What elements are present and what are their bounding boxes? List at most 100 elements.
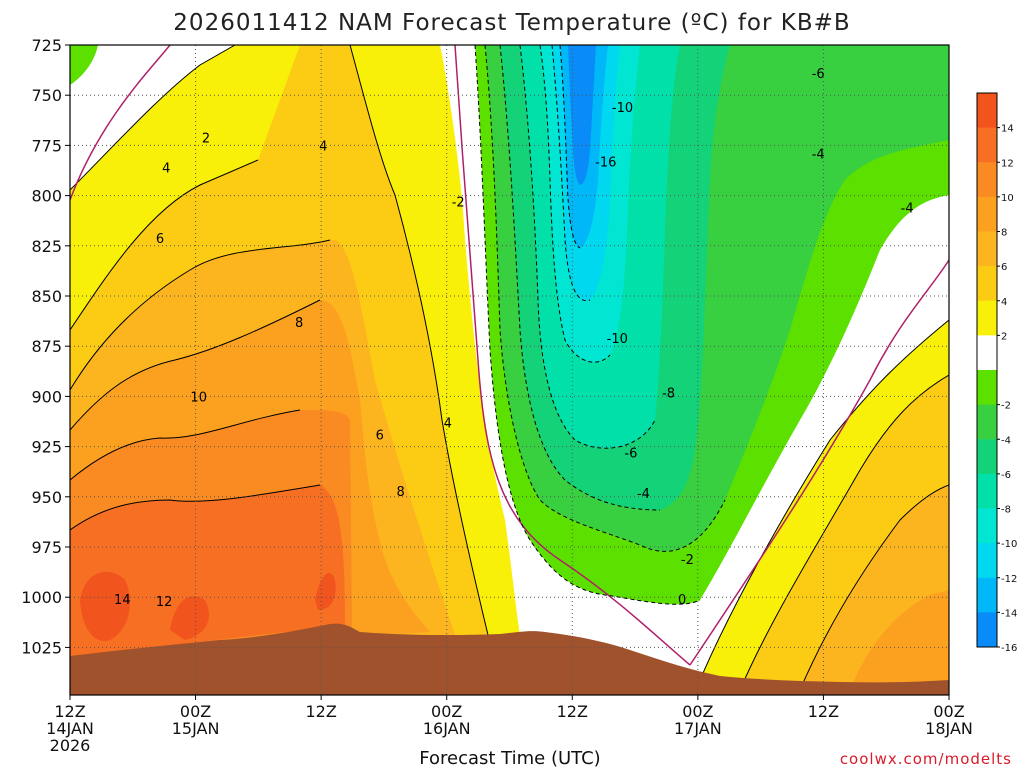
colorbar-label: 6 [1001, 262, 1007, 273]
x-tick-label: 12Z [557, 702, 588, 721]
contour-label: 8 [397, 485, 405, 500]
colorbar: 14 12 10 8 6 4 2 -2 -4 -6 -8 -10 -12 -14 -16 [976, 92, 1017, 654]
contour-label: 4 [162, 161, 170, 176]
colorbar-swatch [977, 508, 997, 544]
x-tick-label: 14JAN [46, 719, 94, 738]
contour-label: -8 [662, 386, 675, 401]
colorbar-swatch [977, 473, 997, 509]
y-tick-label: 950 [31, 488, 62, 507]
colorbar-label: -12 [1001, 574, 1017, 585]
y-tick-label: 725 [31, 36, 62, 55]
contour-label: 0 [678, 593, 686, 608]
x-tick-label: 00Z [933, 702, 964, 721]
contour-label: 6 [376, 429, 384, 444]
band-below-neg16 [568, 45, 596, 185]
colorbar-label: 8 [1001, 228, 1007, 239]
colorbar-swatch [977, 162, 997, 198]
colorbar-swatch [977, 196, 997, 232]
x-tick-label: 16JAN [423, 719, 471, 738]
colorbar-swatch [977, 335, 997, 371]
y-tick-label: 1025 [21, 638, 62, 657]
contour-label: 8 [295, 316, 303, 331]
y-tick-label: 1000 [21, 588, 62, 607]
credit-text[interactable]: coolwx.com/modelts [840, 750, 1012, 768]
colorbar-label: -14 [1001, 608, 1017, 619]
colorbar-label: 2 [1001, 331, 1007, 342]
contour-label: -6 [624, 447, 637, 462]
x-tick-label: 2026 [50, 736, 91, 755]
plot-field [70, 45, 949, 695]
y-tick-label: 975 [31, 538, 62, 557]
colorbar-label: -10 [1001, 539, 1017, 550]
colorbar-swatch [977, 370, 997, 406]
contour-label: 14 [114, 593, 131, 608]
colorbar-swatch [977, 404, 997, 440]
y-axis: 725 750 775 800 825 850 875 900 925 950 975 1000 102… [21, 36, 70, 657]
y-tick-label: 925 [31, 438, 62, 457]
colorbar-frame [976, 92, 998, 648]
contour-label: -4 [637, 487, 650, 502]
y-tick-label: 825 [31, 237, 62, 256]
band-above-14 [80, 571, 336, 641]
contour-label: 6 [156, 232, 164, 247]
y-tick-label: 875 [31, 337, 62, 356]
colorbar-label: -16 [1001, 643, 1017, 654]
warm-contours [70, 45, 949, 691]
contour-label: -10 [612, 101, 633, 116]
terrain-ground [70, 623, 949, 695]
band-above-12 [70, 485, 345, 657]
colorbar-label: -8 [1001, 505, 1011, 516]
contour-label: -16 [595, 155, 616, 170]
colorbar-swatch [977, 231, 997, 267]
contour-label: 2 [202, 131, 210, 146]
colorbar-label: -6 [1001, 470, 1011, 481]
cold-contours [474, 45, 726, 605]
colorbar-swatch [977, 439, 997, 475]
x-tick-label: 00Z [431, 702, 462, 721]
x-tick-label: 12Z [808, 702, 839, 721]
colorbar-swatch [977, 612, 997, 648]
band-late-above-8 [850, 590, 949, 690]
y-tick-label: 750 [31, 86, 62, 105]
y-tick-label: 900 [31, 387, 62, 406]
colorbar-swatch [977, 300, 997, 336]
colorbar-swatch [977, 266, 997, 302]
y-tick-label: 850 [31, 287, 62, 306]
x-tick-label: 18JAN [925, 719, 973, 738]
contour-label: 4 [444, 417, 452, 432]
colorbar-swatch [977, 93, 997, 129]
contour-label: 12 [156, 595, 173, 610]
x-axis-title: Forecast Time (UTC) [419, 748, 600, 768]
contour-label: 4 [319, 139, 327, 154]
colorbar-swatch [977, 543, 997, 579]
x-tick-label: 15JAN [172, 719, 220, 738]
x-tick-label: 00Z [180, 702, 211, 721]
chart-title: 2026011412 NAM Forecast Temperature (ºC)… [173, 10, 850, 36]
contour-label: -6 [812, 67, 825, 82]
contour-label: -4 [812, 147, 825, 162]
y-tick-label: 800 [31, 187, 62, 206]
contour-label: -4 [901, 202, 914, 217]
x-tick-label: 12Z [305, 702, 336, 721]
contour-label: -10 [607, 332, 628, 347]
colorbar-label: 14 [1001, 124, 1014, 135]
x-tick-label: 17JAN [674, 719, 722, 738]
contour-label: -2 [452, 196, 465, 211]
colorbar-label: 12 [1001, 158, 1014, 169]
colorbar-swatch [977, 127, 997, 163]
contour-labels: -6 -10 -16 -4 -4 -2 2 4 4 6 8 -10 10 -8 4 6 -6 8 -4 -2 14 12 0 [114, 67, 914, 610]
colorbar-label: 4 [1001, 297, 1007, 308]
colorbar-label: 10 [1001, 193, 1014, 204]
colorbar-swatch [977, 577, 997, 613]
contour-label: -2 [681, 553, 694, 568]
x-tick-label: 12Z [54, 702, 85, 721]
plot-frame [69, 44, 950, 696]
colorbar-label: -2 [1001, 401, 1011, 412]
band-below-neg2-corner [70, 45, 98, 85]
contour-label: 10 [190, 390, 207, 405]
y-tick-label: 775 [31, 136, 62, 155]
x-tick-label: 00Z [682, 702, 713, 721]
